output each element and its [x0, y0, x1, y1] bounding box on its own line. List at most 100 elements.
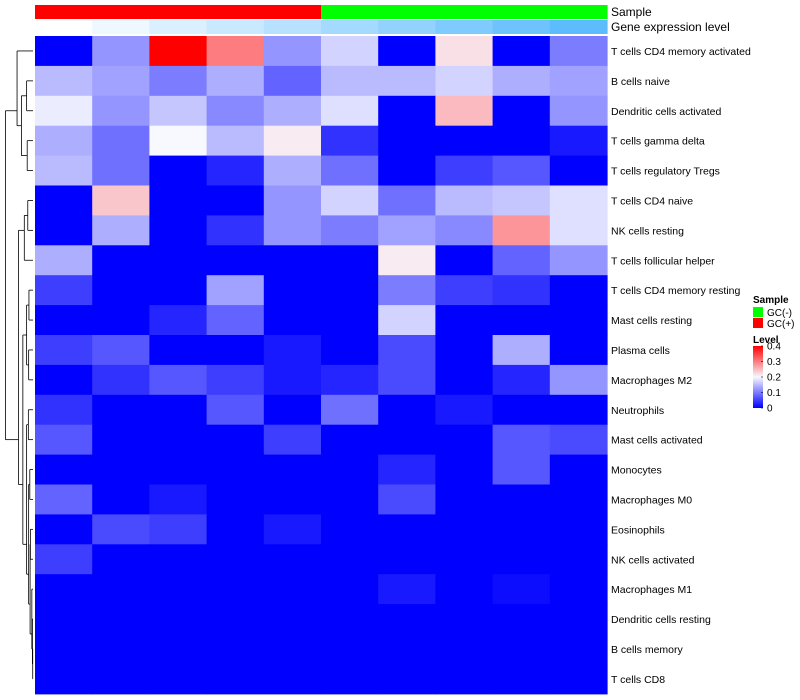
expression-annotation-cell — [35, 20, 93, 34]
heatmap-cell — [206, 364, 265, 396]
heatmap-cell — [321, 335, 379, 366]
heatmap-cell — [92, 634, 150, 665]
expression-annotation-cell — [549, 20, 608, 34]
heatmap-cell — [206, 215, 265, 246]
heatmap-cell — [206, 275, 265, 306]
heatmap-cell — [492, 663, 551, 695]
heatmap-cell — [35, 604, 93, 635]
heatmap-cell — [549, 574, 608, 605]
heatmap-cell — [35, 514, 93, 545]
heatmap-cell — [149, 424, 208, 456]
heatmap-cell — [35, 215, 93, 246]
heatmap-cell — [92, 215, 150, 246]
heatmap-cell — [206, 185, 265, 216]
heatmap-cell — [549, 65, 608, 97]
heatmap-cell — [549, 215, 608, 246]
heatmap-cell — [321, 604, 379, 635]
heatmap-cell — [321, 394, 379, 426]
column-annotations — [35, 5, 608, 34]
heatmap-cell — [206, 484, 265, 515]
row-label: B cells memory — [611, 644, 684, 656]
heatmap-cell — [435, 364, 494, 396]
heatmap-cell — [378, 185, 436, 216]
heatmap-cell — [35, 544, 93, 575]
heatmap-cell — [35, 634, 93, 665]
heatmap-cell — [92, 484, 150, 515]
legend-level-title: Level — [753, 335, 779, 346]
heatmap-cell — [549, 155, 608, 187]
heatmap-cell — [263, 125, 322, 157]
heatmap-cell — [35, 574, 93, 605]
heatmap-cell — [492, 65, 551, 97]
row-label: T cells CD4 memory resting — [611, 285, 740, 297]
heatmap-cell — [435, 394, 494, 426]
heatmap-cell — [263, 484, 322, 515]
heatmap-cell — [435, 215, 494, 246]
heatmap-cell — [149, 364, 208, 396]
heatmap-cell — [206, 65, 265, 97]
heatmap-cell — [378, 514, 436, 545]
heatmap-cell — [35, 335, 93, 366]
heatmap-cell — [92, 185, 150, 216]
heatmap-cell — [492, 275, 551, 306]
heatmap-cell — [492, 155, 551, 187]
heatmap-cell — [492, 394, 551, 426]
expression-annotation-cell — [206, 20, 265, 34]
legend-swatch — [753, 318, 763, 328]
heatmap-cell — [92, 424, 150, 456]
heatmap-cell — [492, 36, 551, 67]
heatmap-cell — [492, 95, 551, 127]
heatmap-cell — [378, 424, 436, 456]
heatmap-cell — [435, 634, 494, 665]
heatmap-cell — [492, 454, 551, 486]
heatmap-cell — [149, 125, 208, 157]
heatmap-cell — [378, 305, 436, 336]
heatmap-cell — [206, 305, 265, 336]
row-label: T cells regulatory Tregs — [611, 166, 720, 178]
legend-sample-label: GC(-) — [767, 308, 792, 319]
sample-annotation-cell — [435, 5, 494, 19]
heatmap-cell — [35, 484, 93, 515]
heatmap-cell — [92, 663, 150, 695]
row-label: T cells CD8 — [611, 674, 665, 686]
sample-annotation-cell — [35, 5, 93, 19]
heatmap-cell — [263, 305, 322, 336]
expression-annotation-cell — [435, 20, 494, 34]
heatmap-cell — [263, 544, 322, 575]
heatmap-cell — [378, 604, 436, 635]
heatmap-cell — [321, 305, 379, 336]
heatmap-cell — [263, 65, 322, 97]
heatmap-cell — [321, 185, 379, 216]
heatmap-cell — [321, 424, 379, 456]
sample-annotation-cell — [549, 5, 608, 19]
heatmap-cell — [321, 215, 379, 246]
heatmap-cell — [206, 335, 265, 366]
heatmap-cell — [378, 544, 436, 575]
heatmap-cell — [435, 125, 494, 157]
heatmap-cell — [263, 36, 322, 67]
heatmap-cell — [35, 125, 93, 157]
heatmap-cell — [549, 305, 608, 336]
heatmap-cell — [149, 215, 208, 246]
heatmap-cell — [92, 364, 150, 396]
heatmap-cell — [92, 574, 150, 605]
heatmap-cell — [206, 155, 265, 187]
heatmap-cell — [206, 36, 265, 67]
heatmap-cell — [492, 604, 551, 635]
legend-swatch — [753, 307, 763, 317]
heatmap-cell — [35, 394, 93, 426]
heatmap-cell — [92, 544, 150, 575]
heatmap-cell — [435, 424, 494, 456]
heatmap-cell — [92, 155, 150, 187]
heatmap-cell — [92, 305, 150, 336]
heatmap-cell — [549, 245, 608, 276]
heatmap-cell — [92, 604, 150, 635]
heatmap-cell — [92, 36, 150, 67]
heatmap-cell — [149, 544, 208, 575]
heatmap-cell — [35, 663, 93, 695]
heatmap-cell — [321, 364, 379, 396]
sample-annotation-cell — [92, 5, 150, 19]
heatmap-cell — [149, 634, 208, 665]
heatmap-cell — [92, 514, 150, 545]
row-label: Macrophages M0 — [611, 494, 692, 506]
